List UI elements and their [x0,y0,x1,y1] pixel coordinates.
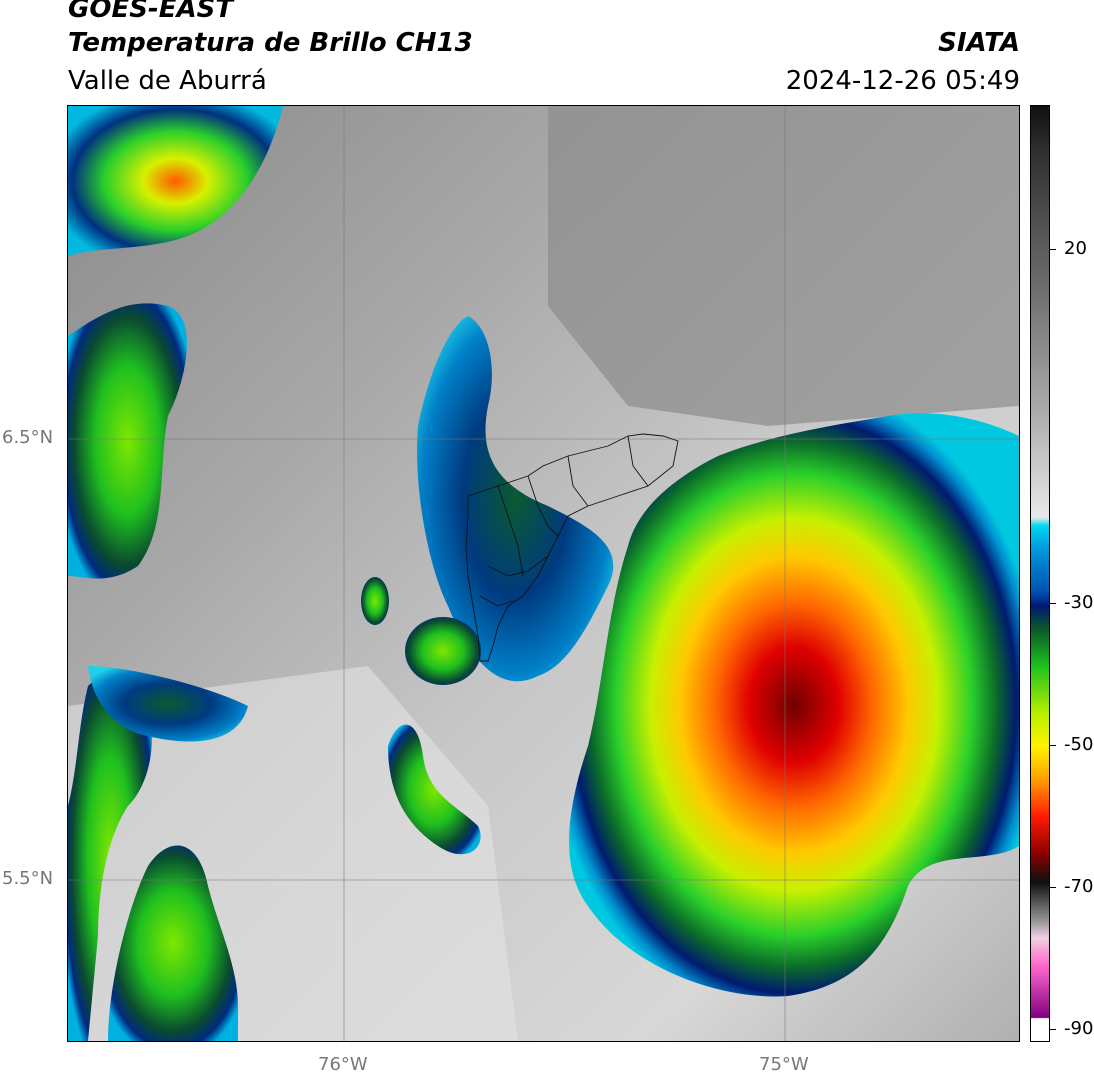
lon-label-75w: 75°W [759,1054,809,1075]
colorbar-label-neg50: -50 [1064,734,1094,755]
colorbar-tick-neg50 [1050,745,1056,746]
cloud-band-west-mid [88,666,248,742]
municipality-boundaries [465,433,679,662]
cloud-cluster-northwest [68,106,283,256]
lat-label-5-5: 5.5°N [2,868,54,889]
lat-label-6-5: 6.5°N [2,427,54,448]
subtitle-region: Valle de Aburrá [68,66,267,96]
colorbar [1030,105,1050,1042]
subtitle-timestamp: 2024-12-26 05:49 [785,66,1020,96]
colorbar-tick-20 [1050,249,1056,250]
lon-label-76w: 76°W [318,1054,368,1075]
colorbar-label-neg70: -70 [1064,876,1094,897]
colorbar-gradient [1031,106,1049,1041]
warm-region-north [548,106,1019,426]
map-svg [68,106,1019,1041]
colorbar-tick-neg30 [1050,603,1056,604]
colorbar-svg [1031,106,1049,1041]
cloud-blob-small [361,577,389,625]
cloud-cluster-south [108,845,238,1041]
title-satellite: GOES-EAST [68,0,234,24]
cloud-finger-central [417,316,614,682]
cloud-strip-west [68,303,187,579]
title-agency: SIATA [938,28,1020,58]
cloud-blob-center [405,617,481,685]
colorbar-tick-neg90 [1050,1029,1056,1030]
cloud-cluster-southwest [68,672,152,1041]
title-product: Temperatura de Brillo CH13 [68,28,473,58]
convective-system-east [569,413,1019,997]
satellite-map[interactable] [67,105,1020,1042]
colorbar-label-neg90: -90 [1064,1018,1094,1039]
colorbar-label-20: 20 [1064,238,1087,259]
colorbar-label-neg30: -30 [1064,592,1094,613]
cloud-band-south-central [388,724,481,855]
colorbar-tick-neg70 [1050,887,1056,888]
